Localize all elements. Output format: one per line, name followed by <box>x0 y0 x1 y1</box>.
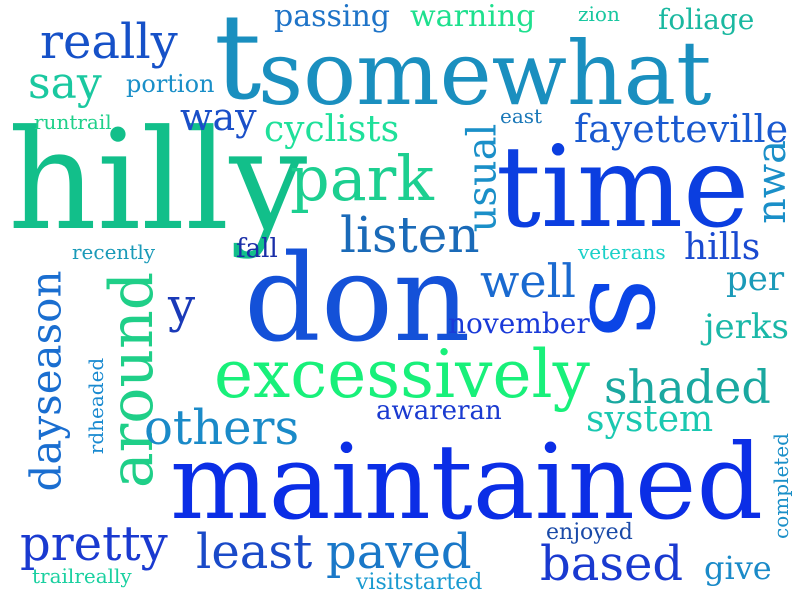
word-jerks: jerks <box>704 307 789 347</box>
word-enjoyed: enjoyed <box>546 520 633 545</box>
word-least: least <box>196 524 313 580</box>
word-fall: fall <box>236 234 278 264</box>
word-paved: paved <box>326 524 472 580</box>
word-listen: listen <box>340 206 480 264</box>
word-rdheaded: rdheaded <box>84 357 109 455</box>
word-hilly: hilly <box>8 100 308 261</box>
word-time: time <box>496 123 750 253</box>
word-t: t <box>214 0 262 126</box>
word-passing: passing <box>274 0 391 34</box>
word-november: november <box>448 307 590 340</box>
word-maintained: maintained <box>170 421 764 543</box>
word-foliage: foliage <box>658 3 755 36</box>
word-system: system <box>586 399 714 440</box>
word-trailreally: trailreally <box>32 564 132 588</box>
word-zion: zion <box>578 2 620 26</box>
word-y: y <box>168 278 196 334</box>
word-awareran: awareran <box>376 396 502 426</box>
word-based: based <box>540 536 684 592</box>
word-say: say <box>28 58 102 109</box>
word-recently: recently <box>72 240 156 264</box>
word-portion: portion <box>126 70 215 98</box>
word-cyclists: cyclists <box>264 109 400 150</box>
word-park: park <box>290 142 434 215</box>
word-visitstarted: visitstarted <box>356 570 483 595</box>
word-somewhat: somewhat <box>258 22 712 125</box>
word-hills: hills <box>684 227 761 268</box>
word-give: give <box>704 549 772 587</box>
word-really: really <box>40 14 178 70</box>
word-excessively: excessively <box>214 336 590 413</box>
word-completed: completed <box>768 433 793 539</box>
word-don: don <box>244 230 471 369</box>
word-per: per <box>726 259 785 299</box>
word-others: others <box>144 400 300 456</box>
word-east: east <box>500 104 543 128</box>
word-fayetteville: fayetteville <box>574 107 789 151</box>
word-nwa: nwa <box>748 140 795 224</box>
word-well: well <box>480 254 577 308</box>
word-veterans: veterans <box>578 240 666 264</box>
word-dayseason: dayseason <box>21 270 71 492</box>
word-pretty: pretty <box>20 516 168 572</box>
word-shaded: shaded <box>604 360 771 414</box>
word-warning: warning <box>410 0 536 34</box>
word-way: way <box>180 95 257 139</box>
word-runtrail: runtrail <box>34 110 112 134</box>
